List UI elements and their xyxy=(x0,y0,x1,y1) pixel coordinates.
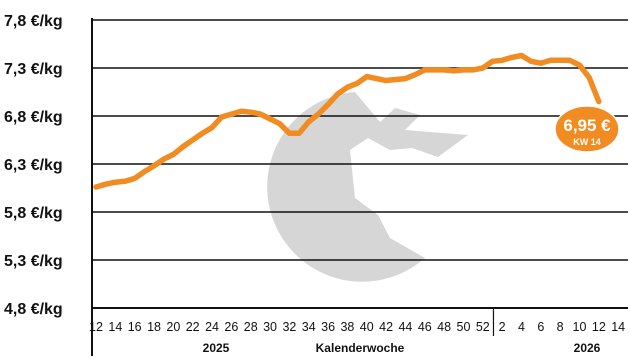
x-tick-label: 14 xyxy=(611,320,625,334)
year-label-2025: 2025 xyxy=(203,341,230,355)
x-tick-label: 8 xyxy=(557,320,564,334)
x-tick-label: 22 xyxy=(186,320,200,334)
x-tick-label: 26 xyxy=(224,320,238,334)
x-tick-label: 12 xyxy=(592,320,606,334)
data-point xyxy=(220,116,223,118)
data-point xyxy=(278,122,281,125)
x-axis-title: Kalenderwoche xyxy=(316,341,405,355)
data-point xyxy=(462,69,465,71)
data-point xyxy=(540,62,542,64)
data-point xyxy=(307,121,310,123)
x-tick-label: 18 xyxy=(147,320,161,334)
data-point xyxy=(259,113,262,115)
data-point xyxy=(588,76,590,79)
data-point xyxy=(385,79,387,82)
x-tick-label: 10 xyxy=(573,320,587,334)
data-point xyxy=(327,103,329,106)
data-point xyxy=(124,180,126,183)
data-point xyxy=(472,69,474,71)
x-tick-label: 24 xyxy=(205,320,219,334)
y-tick-label: 6,3 €/kg xyxy=(4,157,63,174)
x-tick-label: 34 xyxy=(302,320,316,334)
data-point xyxy=(346,86,349,88)
x-tick-label: 50 xyxy=(457,320,471,334)
x-tick-label: 2 xyxy=(499,320,506,334)
data-point xyxy=(162,158,165,160)
data-point xyxy=(520,54,523,57)
data-point xyxy=(240,110,242,112)
data-point xyxy=(249,111,252,113)
data-point xyxy=(317,113,320,115)
x-tick-label: 48 xyxy=(437,320,451,334)
y-tick-label: 5,3 €/kg xyxy=(4,253,63,270)
data-point xyxy=(191,139,194,141)
x-tick-label: 30 xyxy=(263,320,277,334)
badge-week: KW 14 xyxy=(573,137,601,147)
x-tick-label: 46 xyxy=(418,320,432,334)
data-point xyxy=(578,64,581,66)
data-point xyxy=(482,67,484,69)
data-point xyxy=(269,118,271,120)
badge-price: 6,95 € xyxy=(563,116,611,135)
y-tick-label: 4,8 €/kg xyxy=(4,301,63,318)
y-tick-label: 5,8 €/kg xyxy=(4,205,63,222)
x-tick-label: 32 xyxy=(282,320,296,334)
x-tick-label: 40 xyxy=(360,320,374,334)
data-point xyxy=(288,132,291,135)
data-point xyxy=(598,100,600,103)
current-price-badge xyxy=(554,105,620,153)
y-tick-label: 6,8 €/kg xyxy=(4,109,63,126)
data-point xyxy=(143,170,146,173)
x-tick-label: 20 xyxy=(166,320,180,334)
data-point xyxy=(230,113,233,115)
data-point xyxy=(95,186,97,188)
data-point xyxy=(211,126,213,129)
x-tick-label: 38 xyxy=(340,320,354,334)
data-point xyxy=(443,69,445,71)
y-tick-label: 7,3 €/kg xyxy=(4,61,63,78)
data-point xyxy=(182,145,184,148)
data-point xyxy=(549,59,552,62)
data-point xyxy=(404,77,407,80)
data-point xyxy=(424,69,426,71)
data-point xyxy=(511,56,513,59)
x-tick-label: 12 xyxy=(89,320,103,334)
x-tick-label: 44 xyxy=(398,320,412,334)
data-point xyxy=(104,183,107,185)
data-point xyxy=(337,93,339,95)
data-point xyxy=(298,132,300,135)
data-point xyxy=(530,60,532,63)
watermark-silhouette xyxy=(267,92,468,282)
x-tick-label: 16 xyxy=(128,320,142,334)
data-point xyxy=(114,181,117,183)
data-point xyxy=(395,78,397,81)
data-point xyxy=(133,177,136,180)
data-point xyxy=(569,59,571,62)
x-tick-label: 52 xyxy=(476,320,490,334)
y-tick-label: 7,8 €/kg xyxy=(4,13,63,30)
data-point xyxy=(201,132,204,135)
x-tick-label: 36 xyxy=(321,320,335,334)
data-point xyxy=(453,70,455,72)
data-point xyxy=(366,75,368,78)
data-point xyxy=(375,77,378,80)
data-point xyxy=(501,59,503,62)
x-tick-label: 28 xyxy=(244,320,258,334)
data-point xyxy=(153,165,155,167)
x-tick-label: 42 xyxy=(379,320,393,334)
data-point xyxy=(172,153,175,156)
data-point xyxy=(356,82,358,85)
data-point xyxy=(559,59,561,62)
data-point xyxy=(414,73,416,76)
x-tick-label: 14 xyxy=(108,320,122,334)
data-point xyxy=(491,60,494,63)
data-point xyxy=(433,69,436,71)
x-tick-label: 4 xyxy=(518,320,525,334)
year-label-2026: 2026 xyxy=(574,341,601,355)
x-tick-label: 6 xyxy=(537,320,544,334)
